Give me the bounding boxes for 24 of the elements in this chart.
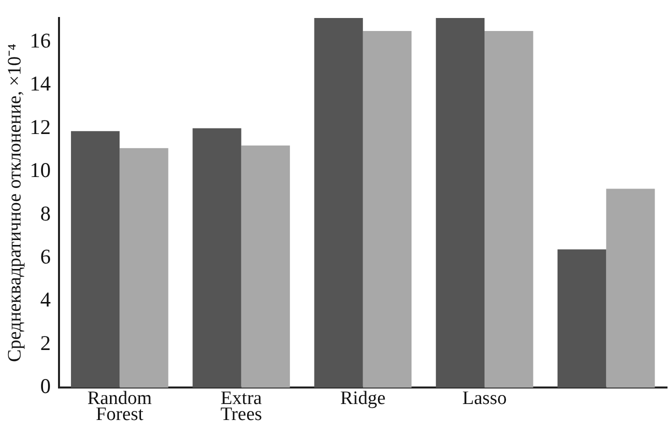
y-tick-label: 2 — [40, 330, 51, 355]
y-tick-label: 4 — [40, 288, 52, 312]
y-tick-label: 6 — [40, 244, 51, 268]
bar — [314, 18, 363, 388]
bar — [606, 188, 655, 388]
bar — [241, 146, 290, 388]
y-axis-title: Среднеквадратичное отклонение, ×10⁻⁴ — [4, 43, 26, 362]
bar — [558, 249, 606, 388]
x-tick-label: Ridge — [340, 388, 386, 409]
bar — [192, 128, 242, 388]
bar — [484, 30, 534, 388]
x-tick-label: Extra Trees — [220, 388, 262, 425]
y-tick-label: 16 — [30, 28, 51, 52]
y-tick-label: 14 — [30, 72, 52, 96]
y-tick-label: 10 — [30, 158, 51, 182]
y-tick-label: 0 — [40, 374, 51, 398]
x-tick-label: Random Forest — [87, 388, 152, 425]
x-tick-label: Lasso — [462, 388, 507, 409]
bar — [362, 30, 412, 388]
bar — [120, 148, 168, 388]
y-tick-label: 8 — [40, 201, 51, 226]
bar — [436, 18, 485, 388]
y-tick-label: 12 — [30, 114, 51, 139]
bar — [70, 131, 120, 388]
